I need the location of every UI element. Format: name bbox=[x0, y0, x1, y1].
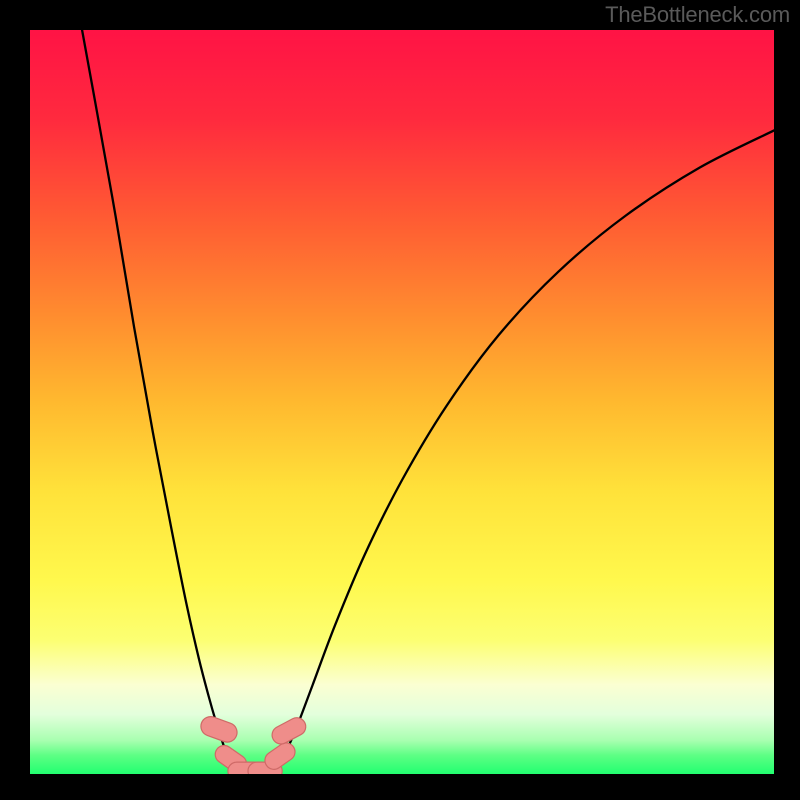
bottleneck-curve bbox=[82, 30, 774, 774]
watermark-text: TheBottleneck.com bbox=[605, 2, 790, 28]
marker-group bbox=[198, 714, 309, 774]
marker-5 bbox=[269, 715, 309, 748]
marker-0 bbox=[198, 714, 240, 745]
curve-layer bbox=[30, 30, 774, 774]
plot-area bbox=[30, 30, 774, 774]
stage: TheBottleneck.com bbox=[0, 0, 800, 800]
